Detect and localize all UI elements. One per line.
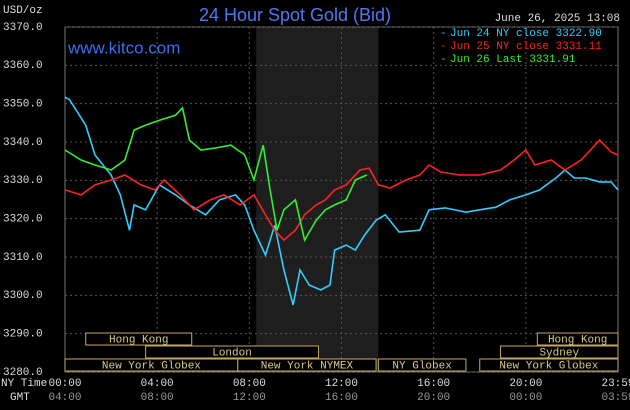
session-box (237, 358, 377, 372)
y-axis-label: USD/oz (3, 5, 43, 17)
session-box (85, 332, 193, 346)
x2-tick-label: 12:00 (233, 392, 266, 404)
x2-tick-label: 03:59 (601, 392, 630, 404)
y-tick-label: 3290.0 (3, 329, 43, 341)
x2-tick-label: 08:00 (141, 392, 174, 404)
legend-entry: Jun 26 Last 3331.91 (450, 54, 576, 66)
session-label: NY Globex (392, 360, 452, 372)
legend-entry: Jun 24 NY close 3322.90 (450, 28, 602, 40)
session-label: New York NYMEX (261, 360, 354, 372)
legend-dash: - (440, 54, 447, 66)
x-tick-label: 16:00 (417, 378, 450, 390)
y-tick-label: 3360.0 (3, 60, 43, 72)
y-tick-label: 3370.0 (3, 22, 43, 34)
session-label: Hong Kong (548, 334, 607, 346)
x-row-label: NY Time (1, 378, 47, 390)
session-box (499, 345, 619, 359)
legend-dash: - (440, 28, 447, 40)
x2-tick-label: 16:00 (325, 392, 358, 404)
price-line (64, 138, 619, 242)
price-line (64, 96, 619, 306)
session-box (377, 358, 467, 372)
session-label: Sydney (539, 347, 579, 359)
price-line (64, 106, 368, 243)
session-box (536, 332, 619, 346)
session-label: New York Globex (499, 360, 598, 372)
session-box (145, 345, 319, 359)
watermark: www.kitco.com (67, 38, 180, 57)
legend-dash: - (440, 41, 447, 53)
highlight-region (256, 27, 379, 372)
x-tick-label: 23:59 (601, 378, 630, 390)
x-tick-label: 08:00 (233, 378, 266, 390)
x-row-label: GMT (10, 392, 30, 404)
session-label: New York Globex (102, 360, 201, 372)
x-tick-label: 12:00 (325, 378, 358, 390)
x2-tick-label: 20:00 (417, 392, 450, 404)
x-tick-label: 04:00 (141, 378, 174, 390)
x2-tick-label: 00:00 (509, 392, 542, 404)
y-tick-label: 3350.0 (3, 99, 43, 111)
session-label: Hong Kong (109, 334, 168, 346)
x2-tick-label: 04:00 (48, 392, 81, 404)
y-tick-label: 3310.0 (3, 252, 43, 264)
timestamp: June 26, 2025 13:08 (495, 13, 620, 25)
x-tick-label: 00:00 (48, 378, 81, 390)
y-tick-label: 3300.0 (3, 290, 43, 302)
y-tick-label: 3340.0 (3, 137, 43, 149)
y-tick-label: 3330.0 (3, 175, 43, 187)
chart-title: 24 Hour Spot Gold (Bid) (199, 5, 391, 25)
y-tick-label: 3280.0 (3, 367, 43, 379)
y-tick-label: 3320.0 (3, 214, 43, 226)
session-box (479, 358, 619, 372)
x-tick-label: 20:00 (509, 378, 542, 390)
session-label: London (212, 347, 252, 359)
legend-entry: Jun 25 NY close 3331.11 (450, 41, 602, 53)
